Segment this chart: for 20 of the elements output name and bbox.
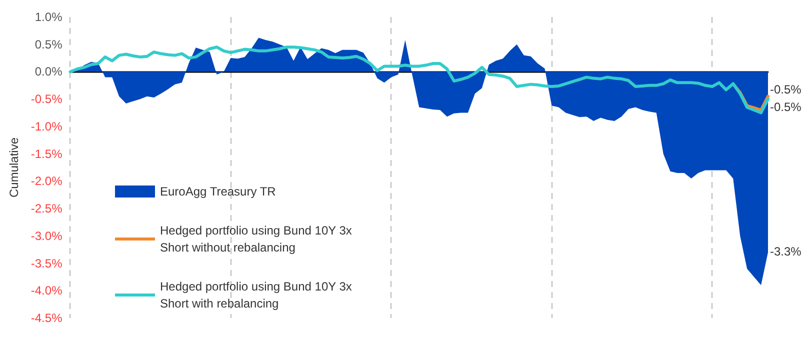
y-tick-label: -3.0% xyxy=(30,228,63,243)
y-tick-label: 1.0% xyxy=(34,10,63,24)
y-tick-label: -4.0% xyxy=(30,284,63,298)
legend-label: EuroAgg Treasury TR xyxy=(160,184,276,198)
text: -0.5% xyxy=(770,100,802,114)
y-tick-label: -3.5% xyxy=(30,256,63,270)
y-tick-label: -1.5% xyxy=(30,146,63,161)
text: -0.5% xyxy=(770,82,802,96)
y-tick-label: 0.5% xyxy=(34,37,63,52)
y-tick-label: -2.5% xyxy=(30,202,63,216)
y-tick-label: -2.0% xyxy=(30,174,63,188)
line-series xyxy=(68,46,770,114)
text: -3.3% xyxy=(770,244,802,258)
legend-label: Hedged portfolio using Bund 10Y 3x Short without rebalancing xyxy=(160,224,356,254)
legend-label: Hedged portfolio using Bund 10Y 3x Short with rebalancing xyxy=(160,280,356,310)
y-tick-label: 0.0% xyxy=(34,64,63,79)
y-tick-label: -1.0% xyxy=(30,119,63,134)
y-axis-title: Cumulative xyxy=(7,137,21,198)
y-tick-label: -4.5% xyxy=(30,311,63,325)
y-tick-label: -0.5% xyxy=(30,92,63,106)
